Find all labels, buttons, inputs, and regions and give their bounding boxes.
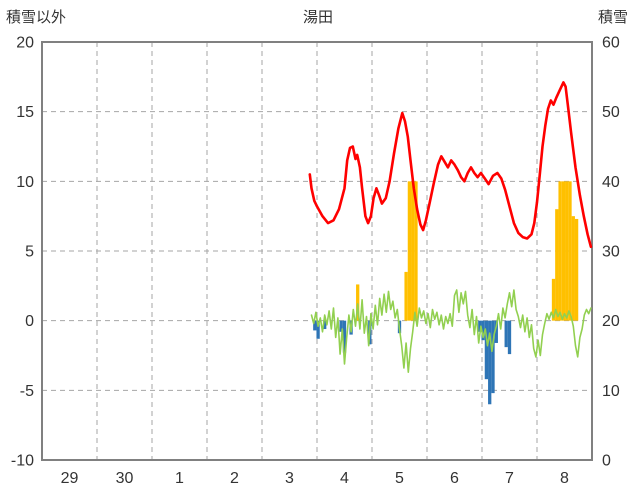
- left-tick-label: 0: [25, 313, 34, 330]
- plot-border: [41, 41, 593, 461]
- right-axis-title: 積雪: [597, 9, 628, 26]
- left-tick-label: 20: [16, 35, 34, 52]
- right-tick-label: 50: [602, 104, 620, 121]
- right-tick-label: 40: [602, 174, 620, 191]
- bar: [488, 320, 492, 405]
- bar: [313, 320, 317, 331]
- x-tick-labels: 29 30 1 2 3 4 5 6 7 8: [61, 470, 569, 487]
- bar: [478, 320, 482, 332]
- bar: [555, 209, 559, 321]
- x-tick-label: 7: [505, 470, 514, 487]
- bar: [356, 284, 360, 321]
- right-tick-label: 20: [602, 313, 620, 330]
- left-tick-label: 15: [16, 104, 34, 121]
- bar: [494, 320, 498, 343]
- bar: [484, 320, 489, 380]
- left-tick-label: 5: [25, 244, 34, 261]
- bar: [323, 320, 327, 330]
- bar: [507, 320, 512, 355]
- x-tick-label: 5: [395, 470, 404, 487]
- red-line: [308, 81, 593, 249]
- bar: [316, 320, 320, 339]
- left-tick-label: -5: [20, 383, 34, 400]
- right-tick-label: 30: [602, 244, 620, 261]
- bar: [404, 271, 408, 321]
- right-tick-label: 0: [602, 453, 611, 470]
- bar: [481, 320, 485, 341]
- chart-title: 湯田: [302, 9, 333, 26]
- x-tick-label: 29: [61, 470, 79, 487]
- bar: [561, 181, 566, 321]
- bar: [551, 278, 556, 321]
- bar: [558, 181, 562, 321]
- bar: [565, 181, 569, 321]
- left-axis-title: 積雪以外: [6, 9, 67, 26]
- x-tick-label: 2: [230, 470, 239, 487]
- bar: [574, 218, 579, 321]
- bar: [491, 320, 495, 394]
- bar: [571, 216, 575, 321]
- bar: [504, 320, 508, 348]
- bar: [342, 320, 347, 353]
- right-tick-labels: 60 50 40 30 20 10 0: [602, 35, 620, 470]
- x-tick-label: 3: [285, 470, 294, 487]
- left-tick-labels: 20 15 10 5 0 -5 -10: [11, 35, 34, 470]
- left-tick-label: 10: [16, 174, 34, 191]
- bar: [407, 181, 412, 321]
- bar: [339, 320, 343, 332]
- x-tick-label: 4: [340, 470, 349, 487]
- x-tick-label: 30: [116, 470, 134, 487]
- x-tick-label: 8: [560, 470, 569, 487]
- orange-bars: [356, 181, 579, 321]
- bar: [414, 181, 418, 321]
- bar: [411, 181, 415, 321]
- right-tick-label: 10: [602, 383, 620, 400]
- gridlines: [42, 42, 592, 460]
- bar: [568, 181, 572, 321]
- x-tick-label: 1: [175, 470, 184, 487]
- right-tick-label: 60: [602, 35, 620, 52]
- left-tick-label: -10: [11, 453, 34, 470]
- x-tick-label: 6: [450, 470, 459, 487]
- green-line: [310, 289, 592, 374]
